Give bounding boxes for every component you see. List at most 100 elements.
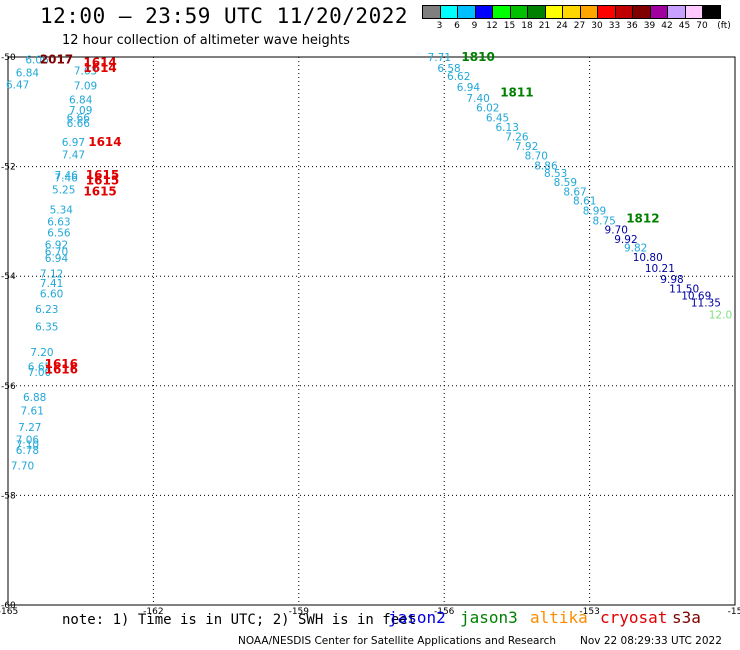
wave-height-point: 6.94 (457, 82, 481, 94)
wave-height-point: 7.00 (28, 367, 51, 379)
colorbar-tick-label: 42 (661, 21, 673, 31)
wave-height-point: 11.50 (669, 283, 699, 295)
wave-height-point: 6.66 (67, 112, 91, 124)
wave-height-point: 8.59 (554, 177, 577, 189)
wave-height-point: 7.63 (74, 66, 97, 78)
wave-height-point: 7.20 (30, 347, 53, 359)
footer-timestamp: Nov 22 08:29:33 UTC 2022 (580, 635, 722, 647)
colorbar-tick-label: 3 (436, 21, 443, 31)
wave-height-point: 9.70 (605, 225, 628, 237)
legend-item-altika: altika (530, 608, 588, 627)
colorbar-tick-label: 27 (573, 21, 586, 31)
wave-height-point: 6.63 (47, 216, 70, 228)
wave-height-point: 9.98 (660, 274, 683, 286)
colorbar-tick-label: 39 (643, 21, 656, 31)
wave-height-point: 6.56 (47, 227, 71, 239)
colorbar-tick-label: 6 (454, 21, 460, 31)
footer-source: NOAA/NESDIS Center for Satellite Applica… (238, 635, 556, 647)
track-time-label: 1616 (45, 362, 78, 376)
wave-height-point: 6.92 (45, 239, 68, 251)
wave-height-point: 8.99 (583, 205, 606, 217)
wave-height-point: 8.86 (534, 161, 558, 173)
wave-height-point: 9.92 (614, 234, 637, 246)
colorbar-tick-label: 18 (521, 21, 533, 31)
wave-height-point: 7.71 (428, 52, 451, 64)
wave-height-point: 8.67 (563, 186, 586, 198)
wave-height-point: 6.58 (437, 63, 460, 75)
y-tick-label: -60 (1, 601, 16, 611)
wave-height-point: 12.0 (709, 310, 732, 322)
colorbar-tick-label: 21 (538, 21, 551, 31)
wave-height-point: 6.47 (6, 79, 29, 91)
track-time-label: 1615 (86, 168, 119, 182)
chart-title: 12:00 – 23:59 UTC 11/20/2022 (40, 4, 409, 28)
wave-height-point: 7.41 (40, 278, 63, 290)
wave-height-point: 7.46 (54, 173, 78, 185)
plot-frame (7, 56, 736, 606)
x-tick-label: -15 (728, 607, 740, 617)
x-tick-label: -153 (579, 607, 599, 617)
y-tick-label: -50 (1, 53, 16, 63)
wave-height-point: 7.10 (16, 439, 39, 451)
wave-height-point: 7.12 (40, 268, 63, 280)
wave-height-point: 5.34 (50, 204, 74, 216)
colorbar-swatch (702, 5, 721, 19)
wave-height-point: 7.92 (515, 141, 538, 153)
wave-height-point: 7.47 (62, 150, 85, 162)
colorbar-tick-label: 24 (556, 21, 568, 31)
track-time-label: 1811 (500, 86, 533, 100)
colorbar-tick-label: 70 (696, 21, 708, 31)
track-time-label: 1614 (88, 135, 121, 149)
x-tick-label: -156 (434, 607, 455, 617)
legend-item-jason2: jason2 (388, 608, 446, 627)
wave-height-point: 8.70 (525, 151, 548, 163)
wave-height-point: 8.53 (544, 168, 567, 180)
colorbar-tick-label: 12 (486, 21, 498, 31)
x-tick-label: -162 (143, 607, 163, 617)
wave-height-point: 7.06 (16, 435, 40, 447)
wave-height-point: 10.21 (645, 263, 675, 275)
x-tick-label: -165 (0, 607, 18, 617)
x-tick-label: -159 (289, 607, 310, 617)
wave-height-point: 10.69 (681, 290, 711, 302)
wave-height-point: 6.66 (67, 118, 91, 130)
wave-height-point: 6.94 (45, 253, 69, 265)
legend-item-jason3: jason3 (460, 608, 518, 627)
y-tick-label: -52 (1, 163, 16, 173)
wave-height-point: 6.02 (476, 102, 499, 114)
wave-height-point: 7.09 (69, 105, 92, 117)
chart-subtitle: 12 hour collection of altimeter wave hei… (62, 33, 350, 48)
colorbar-tick-label: 36 (626, 21, 638, 31)
wave-height-point: 6.70 (45, 247, 68, 259)
track-time-label: 1615 (86, 173, 119, 187)
wave-height-point: 6.78 (16, 445, 39, 457)
y-tick-label: -58 (1, 491, 16, 501)
wave-height-point: 6.35 (35, 322, 58, 334)
wave-height-point: 6.65 (28, 362, 51, 374)
colorbar-tick-label: 45 (678, 21, 691, 31)
wave-height-point: 5.25 (52, 185, 75, 197)
note-text: note: 1) Time is in UTC; 2) SWH is in fe… (62, 612, 417, 628)
legend-item-cryosat: cryosat (600, 608, 668, 627)
wave-height-point: 7.46 (54, 170, 78, 182)
wave-height-point: 10.80 (633, 252, 663, 264)
track-time-label: 1812 (626, 212, 659, 226)
wave-height-point: 7.61 (21, 405, 44, 417)
wave-height-point: 6.06 (25, 55, 49, 67)
wave-height-point: 6.60 (40, 289, 63, 301)
wave-height-point: 6.62 (447, 71, 470, 83)
wave-height-point: 7.40 (466, 93, 489, 105)
wave-height-point: 7.09 (74, 80, 97, 92)
colorbar-tick-label: 33 (608, 21, 621, 31)
wave-height-point: 8.75 (592, 215, 615, 227)
track-time-label: 1614 (83, 55, 116, 69)
wave-height-point: 9.82 (624, 243, 647, 255)
colorbar-tick-label: 9 (471, 21, 478, 31)
wave-height-point: 6.13 (496, 122, 519, 134)
y-tick-label: -56 (1, 382, 16, 392)
wave-height-point: 6.84 (16, 67, 40, 79)
wave-height-point: 6.88 (23, 392, 46, 404)
y-tick-label: -54 (1, 272, 16, 282)
legend-item-s3a: s3a (672, 608, 701, 627)
